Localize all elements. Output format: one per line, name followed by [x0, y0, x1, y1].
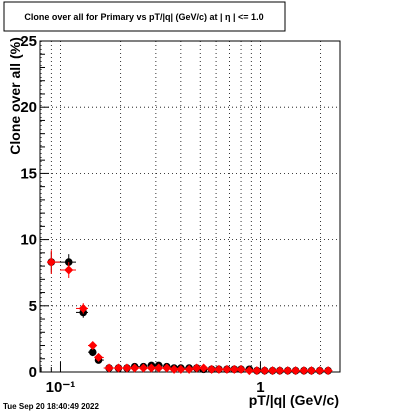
data-point — [122, 363, 132, 373]
data-point — [94, 352, 104, 362]
plot-frame — [39, 40, 341, 373]
data-point — [78, 303, 88, 313]
x-axis-title: pT/|q| (GeV/c) — [249, 392, 339, 408]
data-point — [46, 257, 56, 267]
y-tick-label: 5 — [29, 298, 37, 315]
data-point — [236, 364, 246, 374]
data-point — [113, 363, 123, 373]
data-point — [88, 341, 98, 351]
chart-title: Clone over all for Primary vs pT/|q| (Ge… — [24, 12, 263, 22]
series-1 — [46, 250, 333, 376]
y-tick-label: 20 — [20, 99, 37, 116]
data-point — [244, 366, 254, 376]
data-point — [268, 366, 278, 376]
data-point — [192, 363, 202, 373]
data-point — [176, 364, 186, 374]
y-axis-title: Clone over all (%) — [7, 37, 23, 154]
data-point — [323, 366, 333, 376]
series — [46, 250, 333, 376]
data-point — [199, 363, 209, 373]
data-point — [214, 364, 224, 374]
data-point — [104, 363, 114, 373]
timestamp: Tue Sep 20 18:40:49 2022 — [3, 402, 99, 411]
data-point — [88, 348, 97, 356]
y-tick-label: 25 — [20, 33, 37, 50]
y-tick-label: 10 — [20, 232, 37, 249]
y-tick-label: 0 — [29, 364, 37, 381]
data-point — [260, 366, 270, 376]
data-point — [64, 265, 74, 275]
data-point — [229, 364, 239, 374]
data-point — [306, 366, 316, 376]
data-point — [275, 366, 285, 376]
data-point — [130, 363, 140, 373]
y-tick-label: 15 — [20, 165, 37, 182]
data-point — [315, 366, 325, 376]
data-point — [169, 364, 179, 374]
grid — [40, 41, 340, 372]
data-point — [146, 363, 156, 373]
data-point — [138, 363, 148, 373]
data-point — [252, 366, 262, 376]
title-box-frame — [3, 1, 286, 32]
series-0 — [47, 251, 333, 375]
x-tick-label: 1 — [256, 379, 264, 396]
data-point — [154, 363, 164, 373]
axes: 0 5 10 15 20 25 10⁻¹ 1 — [20, 33, 322, 396]
data-point — [299, 366, 309, 376]
data-point — [162, 363, 172, 373]
data-point — [291, 366, 301, 376]
data-point — [207, 364, 217, 374]
data-point — [283, 366, 293, 376]
title-box: Clone over all for Primary vs pT/|q| (Ge… — [3, 1, 286, 32]
data-point — [222, 364, 232, 374]
data-point — [184, 364, 194, 374]
x-tick-label: 10⁻¹ — [46, 379, 76, 396]
